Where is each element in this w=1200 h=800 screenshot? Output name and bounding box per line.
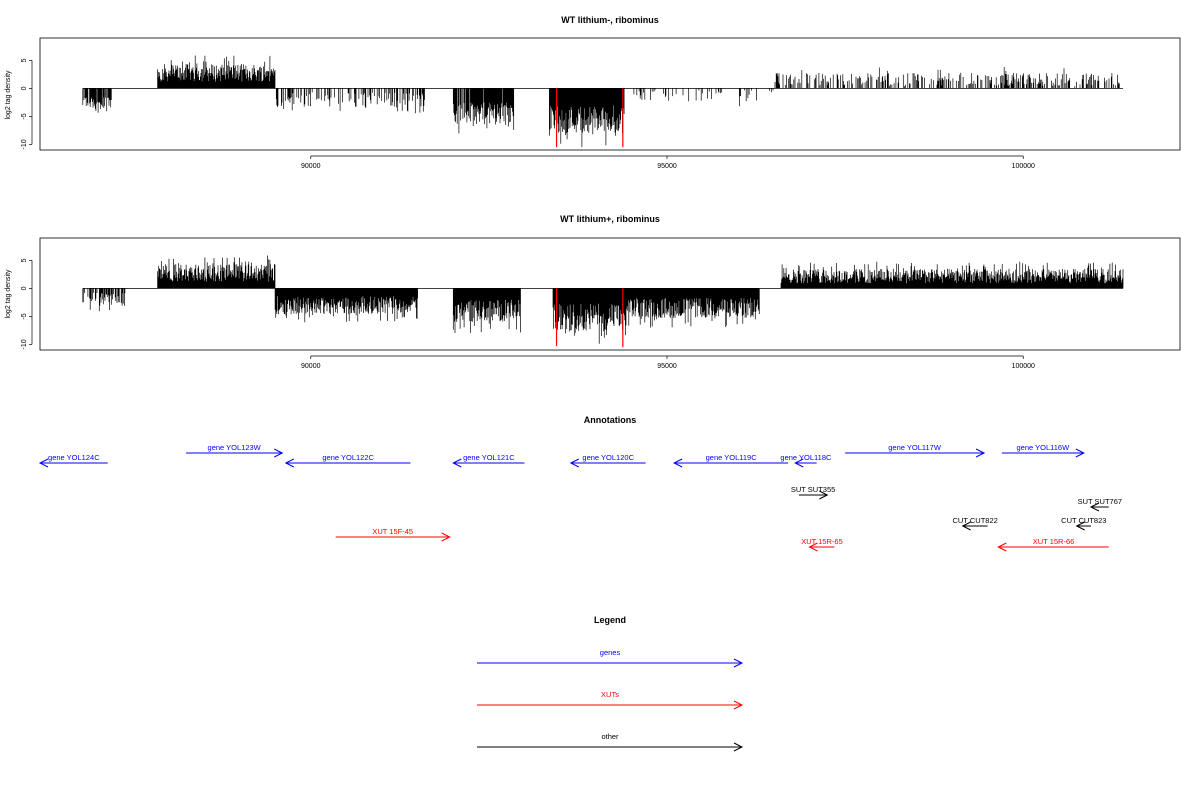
legend-arrow-gene-head — [733, 658, 744, 668]
panel-lithium-minus: WT lithium-, ribominus log2 tag density … — [5, 15, 1181, 170]
annotation-label-7: gene YOL117W — [888, 443, 942, 452]
annotation-arrow-0-head — [38, 458, 49, 468]
panel-2-frame — [39, 237, 1181, 351]
panel-lithium-plus: WT lithium+, ribominus log2 tag density … — [5, 214, 1181, 370]
annotation-label-9: SUT SUT355 — [791, 485, 835, 494]
panel-2-title: WT lithium+, ribominus — [560, 214, 660, 224]
annotation-label-4: gene YOL120C — [582, 453, 634, 462]
annotation-label-12: CUT CUT823 — [1061, 516, 1106, 525]
annotation-arrow-5-head — [673, 458, 683, 468]
annotation-arrow-13-head — [441, 532, 451, 542]
panel-1-title: WT lithium-, ribominus — [561, 15, 659, 25]
annotation-arrow-9-head — [819, 490, 829, 500]
panel-1-frame — [39, 37, 1181, 151]
annotation-label-6: gene YOL118C — [780, 453, 832, 462]
annotation-arrow-6-head — [794, 458, 804, 468]
annotation-arrow-14-head — [808, 542, 818, 552]
y-tick-label: 5 — [21, 58, 28, 62]
x-tick-label: 95000 — [657, 363, 677, 370]
legend-label-gene: genes — [600, 648, 621, 657]
annotations-title: Annotations — [584, 415, 637, 425]
x-tick-label: 95000 — [657, 163, 677, 170]
annotation-label-2: gene YOL122C — [322, 453, 374, 462]
annotation-label-11: CUT CUT822 — [953, 516, 998, 525]
annotation-label-0: gene YOL124C — [48, 453, 100, 462]
x-tick-label: 90000 — [301, 363, 321, 370]
y-tick-label: -5 — [21, 313, 28, 319]
annotation-arrow-3-head — [452, 458, 462, 468]
signal-bars — [82, 55, 1120, 147]
annotation-arrow-8-head — [1075, 448, 1085, 458]
panel-1-bars — [82, 55, 1123, 148]
annotation-label-8: gene YOL116W — [1017, 443, 1071, 452]
annotation-label-13: XUT 15F-45 — [372, 527, 413, 536]
y-tick-label: -10 — [21, 339, 28, 349]
x-tick-label: 100000 — [1012, 163, 1035, 170]
x-tick-label: 90000 — [301, 163, 321, 170]
annotation-arrow-15-head — [997, 542, 1007, 552]
annotation-label-14: XUT 15R-65 — [801, 537, 843, 546]
legend: Legend genes XUTs other — [477, 615, 744, 752]
annotation-arrow-10-head — [1089, 502, 1100, 512]
annotation-arrow-1-head — [274, 448, 284, 458]
y-tick-label: -10 — [21, 139, 28, 149]
annotations-track: Annotations gene YOL124C gene YOL123W gene… — [38, 415, 1122, 552]
panel-1-axes: -10 -5 0 5 90000 95000 100000 — [21, 58, 1035, 170]
panel-2-axes: -10 -5 0 5 90000 95000 100000 — [21, 258, 1035, 370]
annotation-arrow-4-head — [569, 458, 580, 468]
panel-2-bars — [82, 255, 1124, 348]
legend-title: Legend — [594, 615, 626, 625]
annotation-label-3: gene YOL121C — [463, 453, 515, 462]
annotation-label-10: SUT SUT767 — [1078, 497, 1122, 506]
panel-1-ylabel: log2 tag density — [5, 70, 12, 120]
panel-2-ylabel: log2 tag density — [5, 269, 12, 319]
annotation-label-5: gene YOL119C — [706, 453, 758, 462]
legend-arrow-other-head — [733, 742, 744, 752]
signal-bars — [82, 255, 1124, 344]
annotation-arrow-11-head — [961, 521, 971, 531]
x-tick-label: 100000 — [1012, 363, 1035, 370]
annotation-arrow-2-head — [284, 458, 295, 468]
y-tick-label: 0 — [21, 286, 28, 290]
annotation-label-1: gene YOL123W — [208, 443, 262, 452]
legend-label-xut: XUTs — [601, 690, 619, 699]
annotation-arrow-12-head — [1075, 521, 1085, 531]
legend-label-other: other — [601, 732, 619, 741]
y-tick-label: 5 — [21, 258, 28, 262]
y-tick-label: -5 — [21, 113, 28, 119]
annotation-label-15: XUT 15R-66 — [1033, 537, 1075, 546]
annotation-arrow-7-head — [975, 448, 986, 458]
y-tick-label: 0 — [21, 86, 28, 90]
legend-arrow-xut-head — [733, 700, 744, 710]
